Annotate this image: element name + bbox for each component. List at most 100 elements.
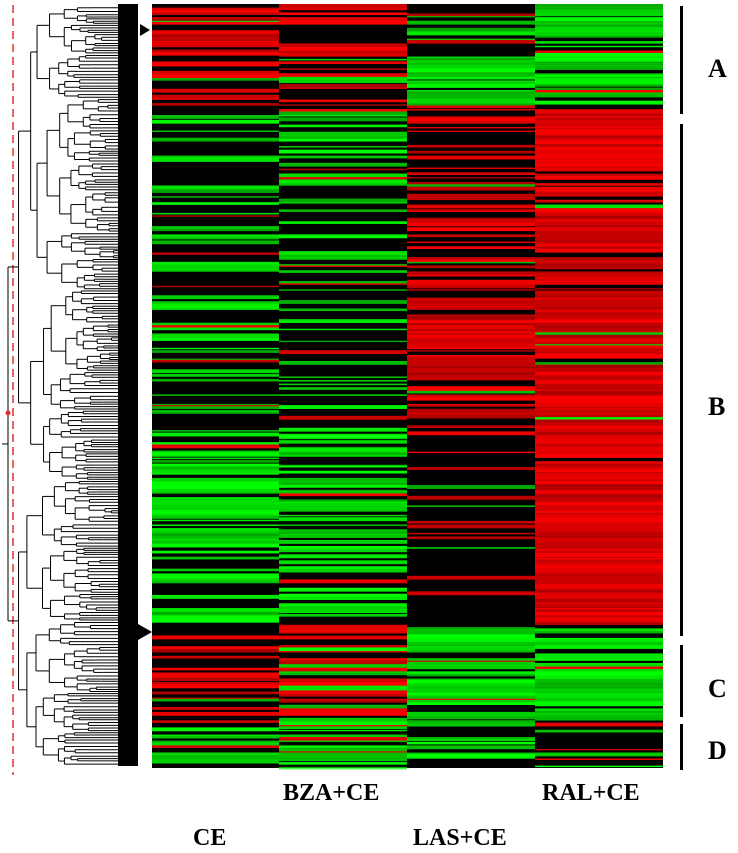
heatmap-cell	[535, 341, 663, 345]
heatmap-cell	[407, 637, 535, 642]
heatmap-cell	[535, 434, 663, 439]
heatmap-cell	[152, 580, 279, 584]
heatmap-cell	[279, 115, 407, 117]
heatmap-cell	[407, 265, 535, 269]
heatmap-cell	[535, 155, 663, 159]
heatmap-cell	[535, 450, 663, 452]
heatmap-cell	[535, 149, 663, 152]
heatmap-cell	[279, 579, 407, 584]
heatmap-cell	[535, 24, 663, 27]
heatmap-cell	[407, 362, 535, 367]
heatmap-cell	[152, 307, 279, 310]
heatmap-cell	[407, 103, 535, 106]
heatmap-cell	[407, 354, 535, 357]
heatmap-cell	[535, 428, 663, 431]
heatmap-cell	[535, 347, 663, 352]
heatmap-cell	[407, 197, 535, 201]
heatmap-cell	[407, 300, 535, 304]
heatmap-cell	[279, 162, 407, 167]
heatmap-cell	[279, 308, 407, 310]
heatmap-cell	[152, 530, 279, 534]
heatmap-cell	[279, 433, 407, 436]
heatmap-cell	[152, 618, 279, 623]
heatmap-cell	[152, 269, 279, 272]
heatmap-cell	[407, 13, 535, 17]
heatmap-cell	[152, 261, 279, 265]
heatmap-cell	[535, 263, 663, 267]
heatmap-cell	[535, 79, 663, 81]
heatmap-cell	[407, 209, 535, 213]
heatmap-cell	[407, 279, 535, 282]
heatmap-cell	[279, 660, 407, 665]
heatmap-cell	[535, 525, 663, 528]
heatmap-cell	[279, 155, 407, 159]
heatmap-cell	[535, 473, 663, 478]
heatmap-cell	[152, 524, 279, 526]
heatmap-cell	[152, 451, 279, 455]
heatmap-cell	[407, 692, 535, 696]
cluster-bracket-b	[680, 124, 683, 636]
heatmap-cell	[152, 691, 279, 695]
heatmap-cell	[535, 510, 663, 513]
heatmap-cell	[535, 539, 663, 542]
heatmap-cell	[535, 454, 663, 458]
heatmap-cell	[535, 282, 663, 285]
heatmap-cell	[535, 166, 663, 168]
heatmap-cell	[279, 615, 407, 617]
heatmap-cell	[535, 523, 663, 525]
heatmap-cell	[152, 500, 279, 505]
heatmap-cell	[535, 325, 663, 329]
heatmap-cell	[535, 57, 663, 62]
heatmap-cell	[407, 218, 535, 222]
heatmap-cell	[535, 371, 663, 376]
heatmap-cell	[407, 368, 535, 372]
heatmap-cell	[152, 94, 279, 99]
heatmap-cell	[535, 380, 663, 384]
heatmap-cell	[535, 752, 663, 757]
heatmap-cell	[279, 651, 407, 653]
heatmap-cell	[407, 20, 535, 25]
heatmap-cell	[535, 61, 663, 64]
heatmap-cell	[407, 520, 535, 524]
heatmap-cell	[407, 358, 535, 363]
heatmap-cell	[152, 44, 279, 48]
heatmap-cell	[407, 394, 535, 398]
heatmap-cell	[152, 98, 279, 100]
heatmap-cell	[535, 653, 663, 658]
cluster-marker-bottom-icon	[138, 624, 152, 640]
heatmap-cell	[535, 230, 663, 235]
heatmap-cell	[279, 131, 407, 136]
heatmap-cell	[535, 364, 663, 369]
heatmap-cell	[279, 759, 407, 762]
cluster-label-b: B	[708, 392, 726, 421]
heatmap-cell	[407, 350, 535, 352]
heatmap-cell	[152, 226, 279, 229]
heatmap-cell	[535, 619, 663, 623]
heatmap-cell	[407, 297, 535, 301]
heatmap-cell	[535, 300, 663, 303]
heatmap-cell	[152, 7, 279, 11]
heatmap-cell	[535, 729, 663, 733]
heatmap-cell	[152, 539, 279, 544]
heatmap-cell	[535, 45, 663, 48]
heatmap-cell	[535, 414, 663, 418]
heatmap-cell	[407, 241, 535, 244]
heatmap-cell	[535, 7, 663, 11]
heatmap-cell	[279, 61, 407, 64]
heatmap-cell	[535, 173, 663, 177]
heatmap-cell	[407, 702, 535, 706]
heatmap-cell	[407, 271, 535, 276]
heatmap-cell	[407, 257, 535, 260]
heatmap-cell	[152, 303, 279, 308]
heatmap-cell	[152, 677, 279, 682]
heatmap-cell	[535, 557, 663, 560]
heatmap-cell	[279, 545, 407, 549]
heatmap-cell	[407, 375, 535, 377]
heatmap-cell	[535, 692, 663, 696]
heatmap-cell	[407, 177, 535, 179]
heatmap-cell	[152, 463, 279, 467]
heatmap-cell	[152, 405, 279, 407]
heatmap-cell	[535, 688, 663, 690]
heatmap-cell	[407, 222, 535, 227]
heatmap-cell	[152, 485, 279, 489]
